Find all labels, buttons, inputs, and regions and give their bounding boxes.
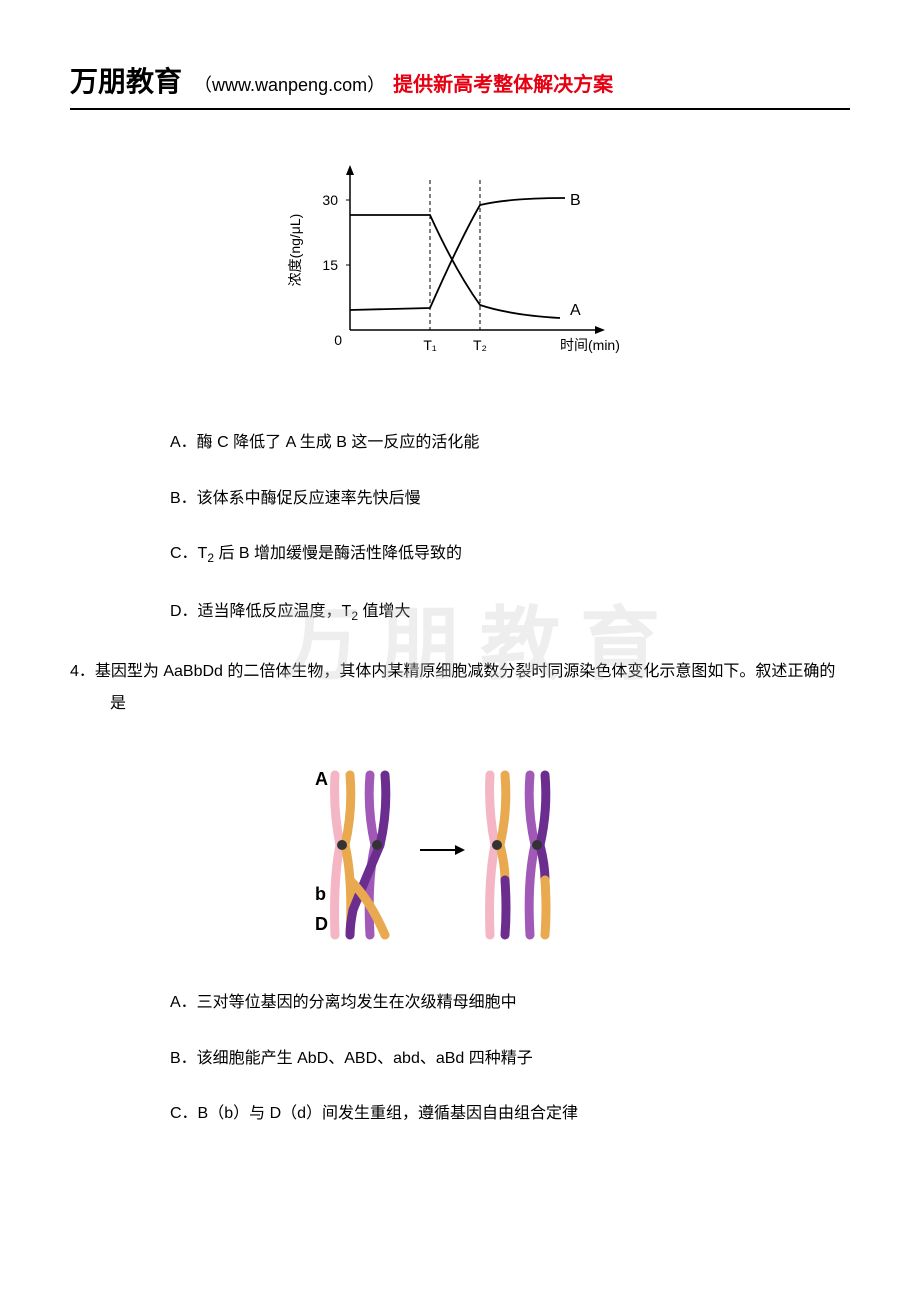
option-4b: B．该细胞能产生 AbD、ABD、abd、aBd 四种精子 [170,1046,850,1072]
option-3a: A．酶 C 降低了 A 生成 B 这一反应的活化能 [170,430,850,456]
chromosome-label-b: b [315,884,326,904]
option-3d: D．适当降低反应温度，T2 值增大 [170,599,850,626]
curve-a-label: A [570,302,581,319]
xtick-t2: T₂ [473,337,487,353]
curve-b-label: B [570,192,581,209]
header-url: （www.wanpeng.com） [194,71,385,97]
question3-options: A．酶 C 降低了 A 生成 B 这一反应的活化能 B．该体系中酶促反应速率先快… [70,430,850,626]
option-4c: C．B（b）与 D（d）间发生重组，遵循基因自由组合定律 [170,1101,850,1127]
origin-0: 0 [334,332,342,348]
chromosome-diagram: A b D [285,750,635,950]
chromosome-label-d: D [315,914,328,934]
page-header: 万朋教育 （www.wanpeng.com） 提供新高考整体解决方案 [70,60,850,110]
ytick-30: 30 [322,192,338,208]
chromosome-diagram-container: A b D [70,750,850,950]
x-axis-label: 时间(min) [560,337,620,353]
enzyme-concentration-chart: 30 15 0 浓度(ng/μL) 时间(min) T₁ T₂ A B [280,150,640,370]
option-4a: A．三对等位基因的分离均发生在次级精母细胞中 [170,990,850,1016]
header-slogan: 提供新高考整体解决方案 [393,68,613,97]
y-axis-label: 浓度(ng/μL) [287,214,303,287]
chromosome-label-a: A [315,769,328,789]
header-brand: 万朋教育 [70,60,182,100]
option-3c: C．T2 后 B 增加缓慢是酶活性降低导致的 [170,541,850,568]
option-3b: B．该体系中酶促反应速率先快后慢 [170,486,850,512]
ytick-15: 15 [322,257,338,273]
question4-options: A．三对等位基因的分离均发生在次级精母细胞中 B．该细胞能产生 AbD、ABD、… [70,990,850,1127]
enzyme-chart-container: 30 15 0 浓度(ng/μL) 时间(min) T₁ T₂ A B [70,150,850,370]
question-4: 4．基因型为 AaBbDd 的二倍体生物，其体内某精原细胞减数分裂时同源染色体变… [70,656,850,720]
xtick-t1: T₁ [423,337,437,353]
